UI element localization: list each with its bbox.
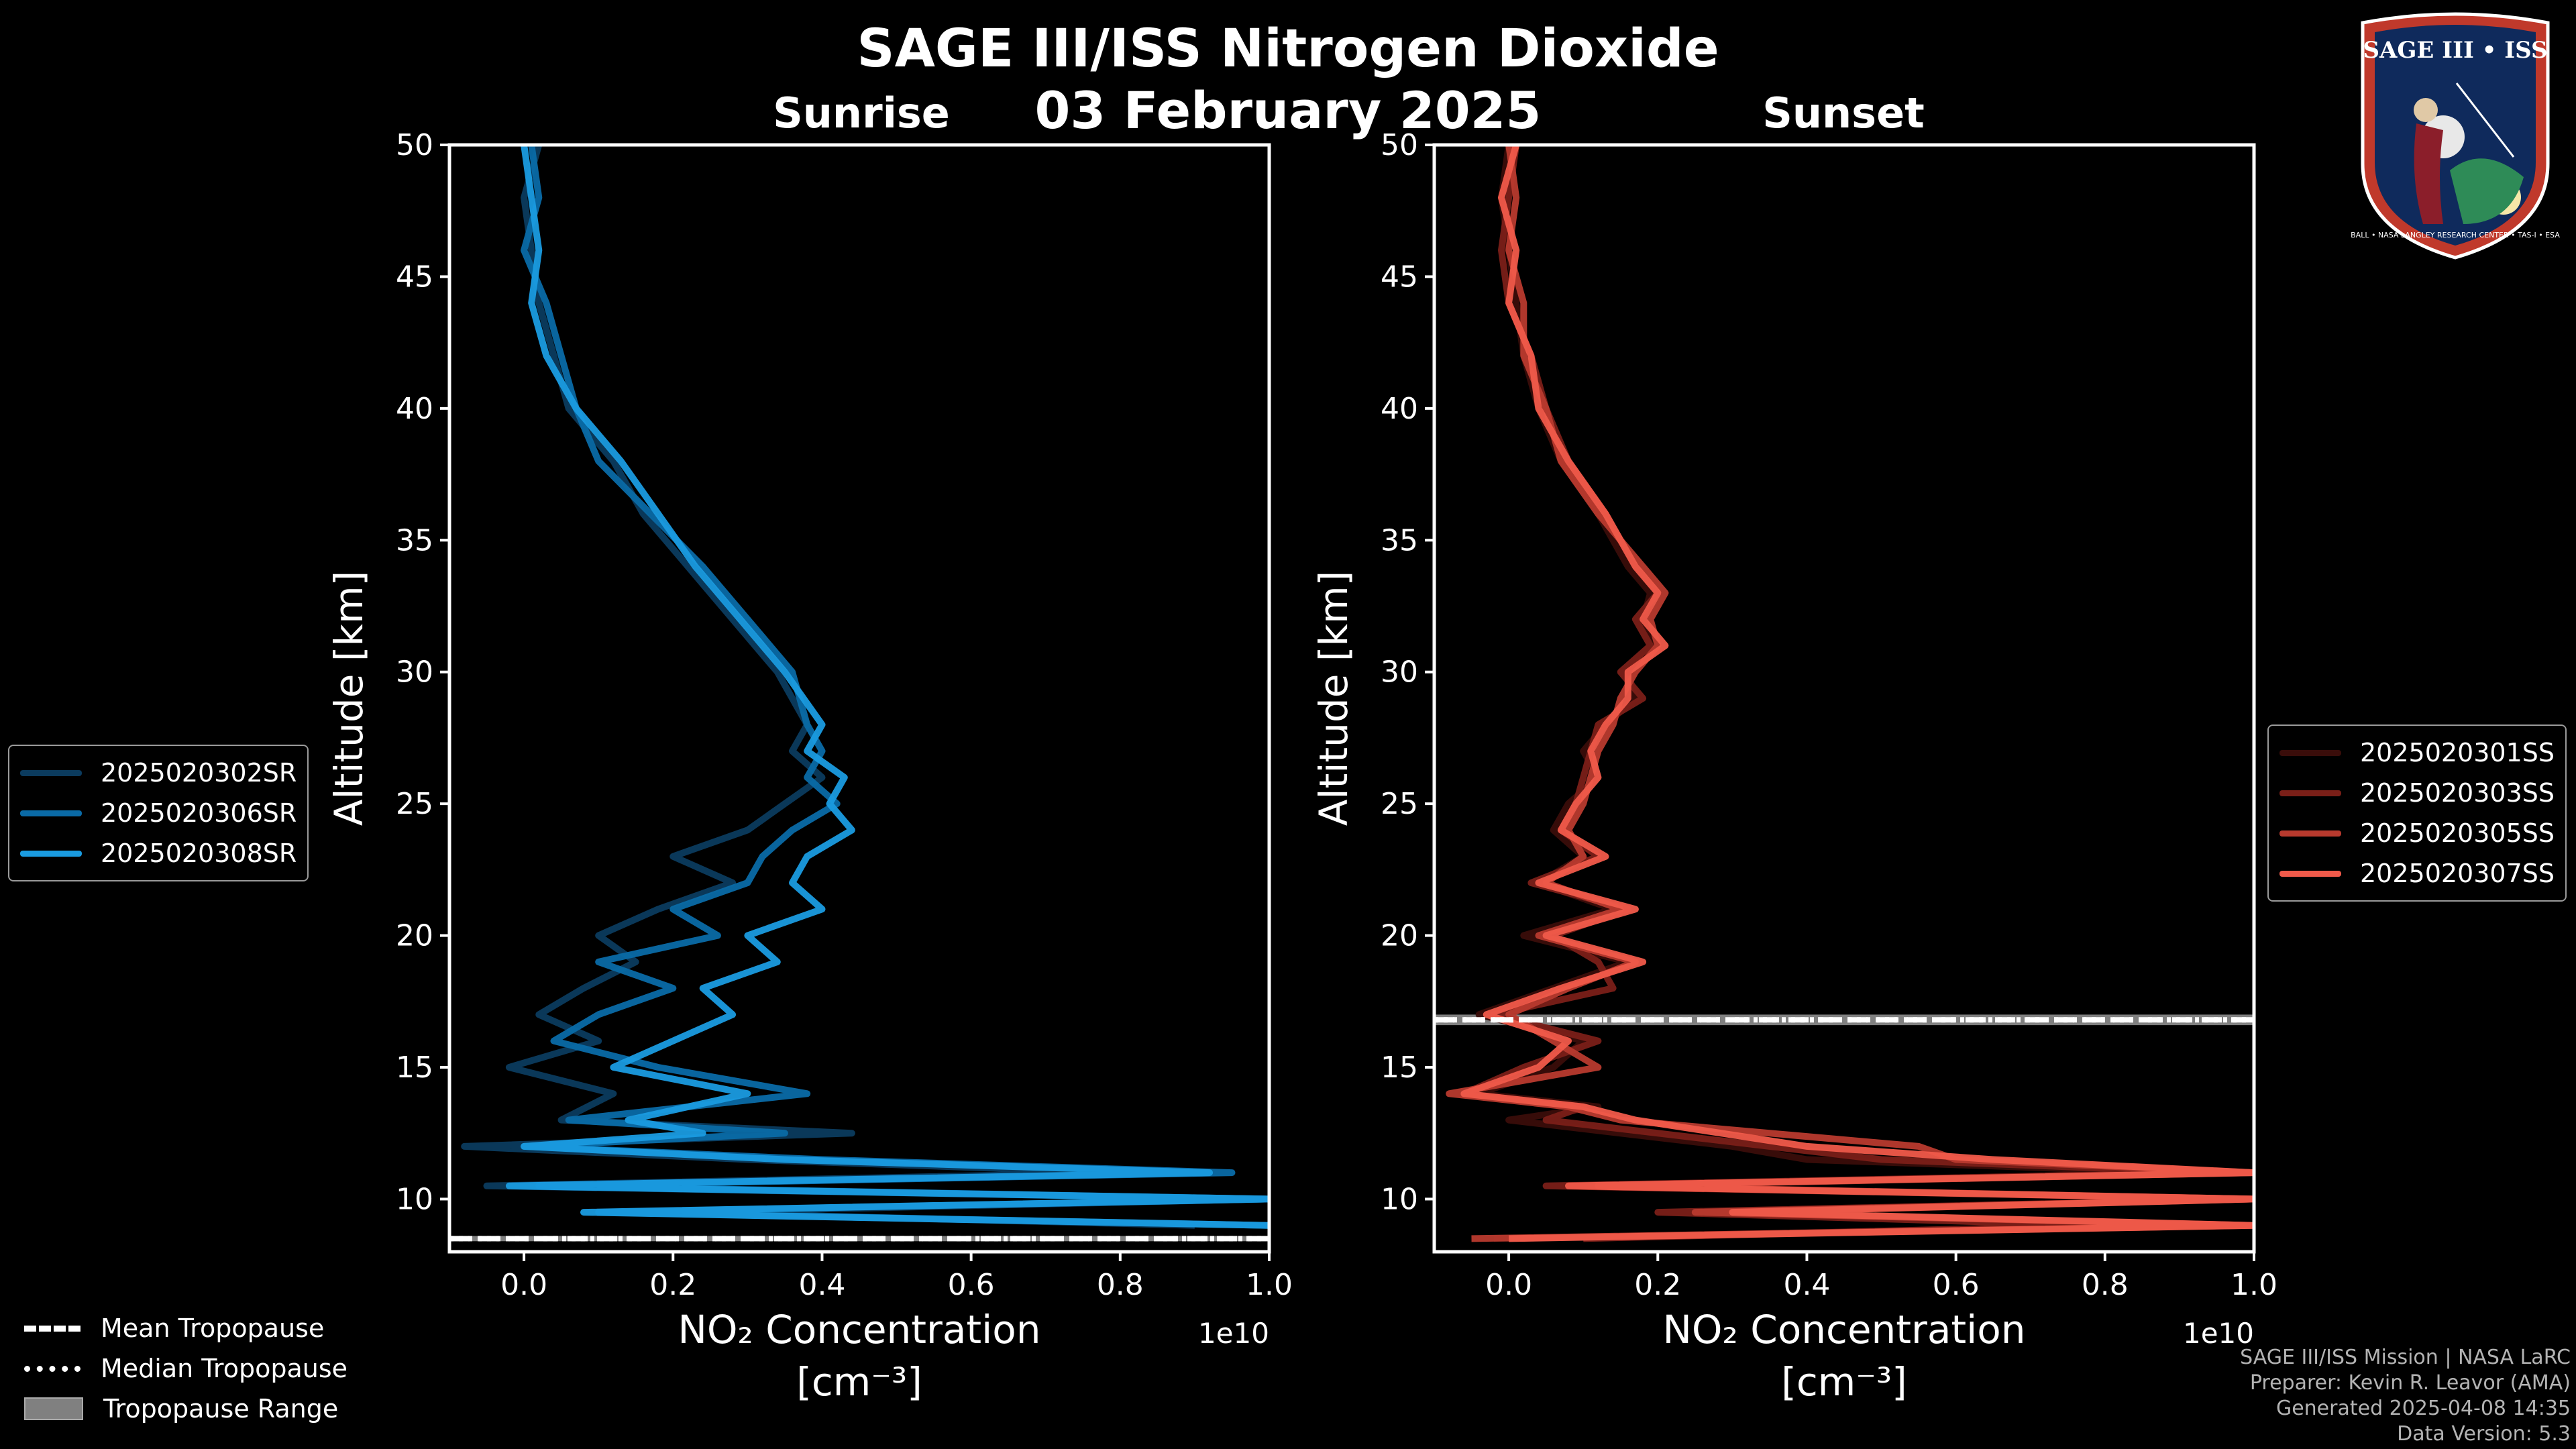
x-tick-label: 0.8 (1097, 1268, 1144, 1302)
logo-text: SAGE III • ISS (2363, 37, 2547, 64)
legend-item: 2025020302SR (20, 753, 297, 793)
sunset-legend: 2025020301SS 2025020303SS 2025020305SS 2… (2267, 724, 2567, 902)
legend-item: 2025020305SS (2279, 813, 2555, 853)
legend-label: 2025020307SS (2360, 859, 2555, 888)
series-line-2025020306SR (521, 145, 1269, 1229)
x-tick-label: 0.4 (798, 1268, 845, 1302)
legend-swatch (2279, 790, 2341, 796)
y-tick-label: 25 (396, 787, 433, 821)
y-tick-label: 35 (396, 523, 433, 557)
legend-swatch (2279, 870, 2341, 877)
legend-label: 2025020305SS (2360, 818, 2555, 848)
tropopause-range-band (449, 1236, 1269, 1242)
legend-item-mean: Mean Tropopause (24, 1308, 347, 1348)
y-tick-label: 10 (396, 1182, 433, 1216)
tropopause-range-band (1434, 1014, 2254, 1026)
credit-line: Data Version: 5.3 (2397, 1422, 2571, 1446)
legend-swatch (20, 850, 82, 857)
y-tick-label: 45 (1381, 260, 1418, 294)
series-line-2025020302SR (461, 145, 1269, 1229)
y-tick-label: 25 (1381, 787, 1418, 821)
chart-title: SAGE III/ISS Nitrogen Dioxide (857, 19, 1719, 79)
legend-item: 2025020306SR (20, 793, 297, 833)
tropopause-legend: Mean Tropopause Median Tropopause Tropop… (24, 1308, 347, 1429)
y-tick-label: 35 (1381, 523, 1418, 557)
y-tick-label: 45 (396, 260, 433, 294)
sage-iii-iss-logo: SAGE III • ISS BALL • NASA LANGLEY RESEA… (2351, 12, 2560, 260)
x-tick-label: 0.2 (1634, 1268, 1681, 1302)
x-tick-label: 0.6 (1933, 1268, 1980, 1302)
legend-item-median: Median Tropopause (24, 1348, 347, 1389)
credit-line: Preparer: Kevin R. Leavor (AMA) (2249, 1371, 2571, 1395)
credit-line: Generated 2025-04-08 14:35 (2275, 1397, 2571, 1420)
y-axis-label: Altitude [km] (326, 571, 372, 826)
y-tick-label: 15 (396, 1051, 433, 1085)
y-tick-label: 30 (396, 655, 433, 690)
legend-label: 2025020308SR (101, 839, 297, 868)
x-tick-label: 0.2 (649, 1268, 696, 1302)
plot-area (1434, 145, 2254, 1242)
legend-label: 2025020301SS (2360, 738, 2555, 767)
y-tick-label: 40 (1381, 392, 1418, 426)
plot-frame (1432, 143, 2256, 1254)
x-tick-label: 0.0 (500, 1268, 547, 1302)
series-line-2025020305SS (1446, 145, 2254, 1242)
sunrise-panel-title: Sunrise (773, 89, 950, 138)
y-tick-label: 50 (396, 128, 433, 162)
legend-item: 2025020308SR (20, 833, 297, 873)
x-tick-label: 0.8 (2082, 1268, 2129, 1302)
legend-swatch (20, 810, 82, 816)
legend-swatch (20, 769, 82, 776)
legend-label: Tropopause Range (103, 1394, 339, 1424)
sunrise-legend: 2025020302SR 2025020306SR 2025020308SR (8, 745, 309, 881)
y-tick-label: 20 (1381, 919, 1418, 953)
y-tick-label: 15 (1381, 1051, 1418, 1085)
y-axis-label: Altitude [km] (1311, 571, 1356, 826)
legend-swatch (2279, 749, 2341, 756)
legend-label: Mean Tropopause (101, 1313, 325, 1343)
plot-area (449, 145, 1269, 1242)
x-tick-label: 1.0 (2231, 1268, 2277, 1302)
legend-item: 2025020301SS (2279, 733, 2555, 773)
y-tick-label: 10 (1381, 1182, 1418, 1216)
x-scale-label: 1e10 (1198, 1317, 1269, 1350)
series-line-2025020307SS (1460, 145, 2254, 1242)
x-scale-label: 1e10 (2183, 1317, 2254, 1350)
series-line-2025020303SS (1460, 145, 2254, 1242)
legend-item-range: Tropopause Range (24, 1389, 347, 1429)
credit-line: SAGE III/ISS Mission | NASA LaRC (2240, 1346, 2571, 1369)
legend-label: 2025020303SS (2360, 778, 2555, 808)
y-tick-label: 50 (1381, 128, 1418, 162)
x-tick-label: 0.6 (948, 1268, 995, 1302)
legend-label: 2025020306SR (101, 798, 297, 828)
x-axis-label: NO₂ Concentration (1662, 1307, 2025, 1352)
x-axis-unit: [cm⁻³] (796, 1359, 922, 1405)
x-tick-label: 0.0 (1485, 1268, 1532, 1302)
logo-ring-text: BALL • NASA LANGLEY RESEARCH CENTER • TA… (2351, 231, 2560, 239)
range-swatch (24, 1397, 83, 1420)
legend-label: Median Tropopause (101, 1354, 347, 1383)
x-tick-label: 0.4 (1783, 1268, 1830, 1302)
x-axis-label: NO₂ Concentration (678, 1307, 1040, 1352)
dashed-line-swatch (24, 1325, 80, 1332)
plot-frame (447, 143, 1271, 1254)
series-line-2025020308SR (505, 145, 1269, 1229)
series-line-2025020301SS (1475, 145, 2254, 1242)
legend-item: 2025020307SS (2279, 853, 2555, 894)
x-tick-label: 1.0 (1246, 1268, 1293, 1302)
sunset-panel-title: Sunset (1762, 89, 1925, 138)
credits: SAGE III/ISS Mission | NASA LaRC Prepare… (2240, 1345, 2571, 1447)
legend-swatch (2279, 830, 2341, 837)
legend-label: 2025020302SR (101, 758, 297, 788)
y-tick-label: 30 (1381, 655, 1418, 690)
y-tick-label: 20 (396, 919, 433, 953)
dotted-line-swatch (24, 1365, 80, 1372)
chart-date: 03 February 2025 (1034, 80, 1542, 140)
y-tick-label: 40 (396, 392, 433, 426)
legend-item: 2025020303SS (2279, 773, 2555, 813)
x-axis-unit: [cm⁻³] (1781, 1359, 1907, 1405)
